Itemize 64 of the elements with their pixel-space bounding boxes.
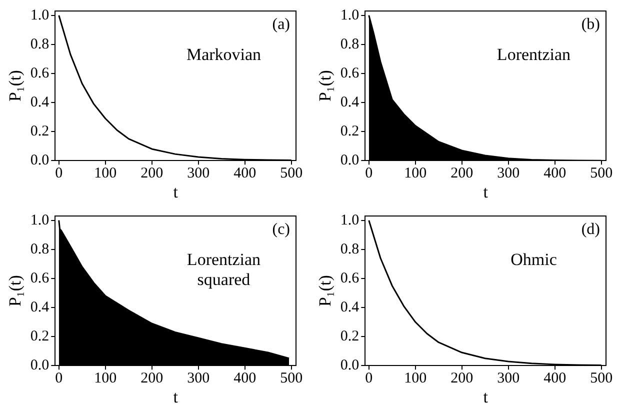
y-tick-label: 0.6: [30, 65, 50, 82]
x-tick-label: 100: [94, 370, 117, 387]
x-tick-label: 100: [404, 166, 427, 182]
annotation: Lorentzian squared: [186, 250, 262, 289]
y-tick-label: 0.6: [340, 270, 360, 286]
y-tick-label: 0.2: [340, 328, 360, 344]
y-tick-label: 0.4: [30, 299, 50, 316]
y-axis-title: P₁(t): [316, 275, 335, 307]
y-tick-label: 0.8: [30, 241, 50, 258]
y-tick-label: 0.6: [30, 270, 50, 286]
y-tick-label: 0.0: [340, 152, 360, 169]
x-tick-label: 100: [404, 370, 427, 387]
x-tick-label: 300: [497, 370, 520, 387]
y-tick-label: 0.8: [340, 36, 360, 52]
x-axis-title: t: [173, 387, 178, 406]
x-tick-label: 400: [234, 370, 256, 387]
x-tick-label: 200: [140, 166, 164, 182]
y-tick-label: 0.2: [30, 123, 50, 140]
x-tick-label: 500: [280, 370, 303, 387]
x-tick-label: 100: [94, 166, 117, 182]
x-tick-label: 400: [544, 370, 566, 387]
x-tick-label: 500: [590, 370, 613, 387]
annotation: (b): [581, 16, 600, 34]
y-tick-label: 1.0: [30, 212, 50, 228]
y-axis-title: P₁(t): [6, 275, 25, 307]
annotation: (d): [581, 221, 600, 238]
y-axis-title: P₁(t): [316, 70, 335, 102]
y-tick-label: 0.4: [340, 94, 360, 110]
x-tick-label: 400: [234, 166, 256, 182]
x-tick-label: 200: [450, 370, 474, 387]
y-tick-label: 0.2: [340, 123, 360, 140]
x-tick-label: 300: [187, 370, 210, 387]
annotation: (a): [272, 16, 290, 34]
y-tick-label: 0.2: [30, 328, 50, 344]
y-tick-label: 1.0: [340, 7, 360, 24]
x-tick-label: 300: [187, 166, 210, 182]
y-tick-label: 0.8: [30, 36, 50, 52]
y-tick-label: 0.8: [340, 241, 360, 258]
x-tick-label: 0: [55, 166, 63, 182]
x-tick-label: 300: [497, 166, 520, 182]
annotation: Lorentzian: [496, 44, 572, 64]
y-tick-label: 0.0: [30, 358, 50, 374]
y-tick-label: 1.0: [340, 212, 360, 228]
annotation: Ohmic: [510, 250, 558, 269]
x-tick-label: 0: [55, 370, 63, 387]
x-tick-label: 0: [365, 166, 373, 182]
x-axis-title: t: [483, 182, 488, 202]
y-axis-title: P₁(t): [6, 70, 25, 102]
y-tick-label: 0.6: [340, 65, 360, 82]
x-tick-label: 200: [450, 166, 474, 182]
y-tick-label: 0.0: [30, 152, 50, 169]
x-tick-label: 0: [365, 370, 373, 387]
x-axis-title: t: [483, 387, 488, 406]
x-tick-label: 200: [140, 370, 164, 387]
x-tick-label: 500: [590, 166, 613, 182]
y-tick-label: 1.0: [30, 7, 50, 24]
x-axis-title: t: [173, 182, 178, 202]
y-tick-label: 0.4: [340, 299, 360, 316]
annotation: (c): [272, 221, 290, 238]
annotation: Markovian: [186, 44, 262, 64]
x-tick-label: 500: [280, 166, 303, 182]
x-tick-label: 400: [544, 166, 566, 182]
y-tick-label: 0.0: [340, 358, 360, 374]
y-tick-label: 0.4: [30, 94, 50, 110]
